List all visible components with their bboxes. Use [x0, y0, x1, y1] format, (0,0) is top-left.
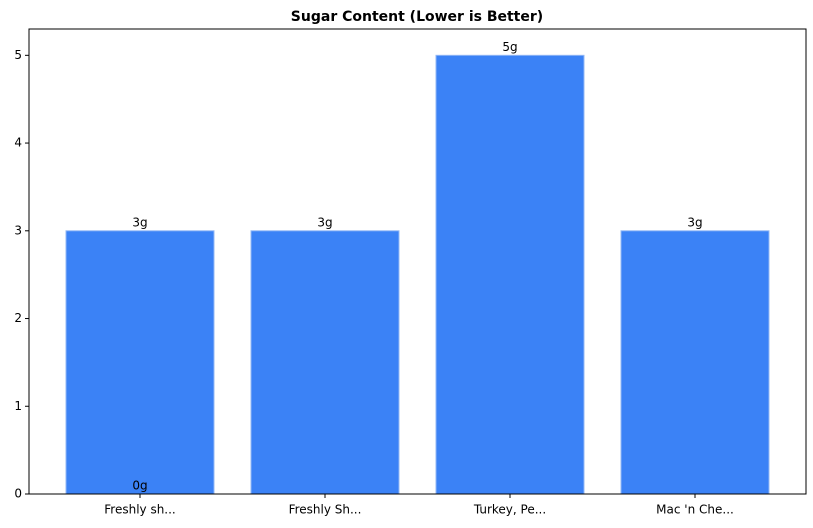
bar [250, 230, 400, 495]
value-label: 3g [687, 215, 702, 229]
chart-title: Sugar Content (Lower is Better) [291, 9, 543, 25]
y-tick-label: 0 [14, 487, 22, 501]
plot-frame [28, 28, 807, 495]
y-tick-label: 4 [14, 136, 22, 150]
value-label: 3g [317, 215, 332, 229]
bar [435, 54, 585, 495]
y-tick-label: 2 [14, 311, 22, 325]
value-label: 5g [502, 40, 517, 54]
bar [620, 230, 770, 495]
annotation: 0g [132, 479, 147, 493]
y-tick-label: 3 [14, 223, 22, 237]
x-tick-label: Mac 'n Che... [656, 503, 734, 517]
x-tick-label: Turkey, Pe... [473, 503, 546, 517]
bar [65, 230, 215, 495]
x-tick-label: Freshly Sh... [289, 503, 362, 517]
y-tick-label: 1 [14, 399, 22, 413]
x-tick-label: Freshly sh... [104, 503, 176, 517]
y-tick-label: 5 [14, 48, 22, 62]
value-label: 3g [132, 215, 147, 229]
